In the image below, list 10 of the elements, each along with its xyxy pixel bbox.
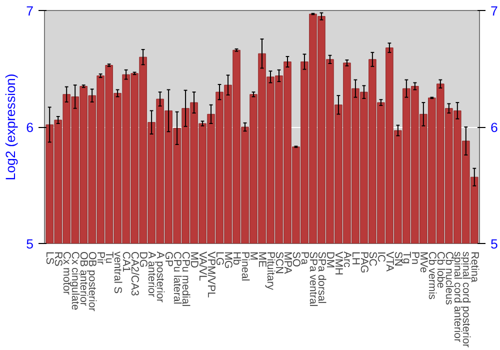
y2-tick-label: 7 [490,4,498,18]
x-tick-label: CA1 [120,252,132,272]
x-tick-label: LS [44,252,56,265]
x-tick-label: Tg [400,252,412,264]
y2-tick-label: 6 [490,120,498,135]
y-tick-label: 6 [26,120,34,135]
y-tick-label: 5 [26,236,34,252]
y-axis-title: Log2 (expression) [3,74,18,180]
y2-tick-label: 5 [490,236,498,252]
y-tick-label: 7 [26,4,34,18]
